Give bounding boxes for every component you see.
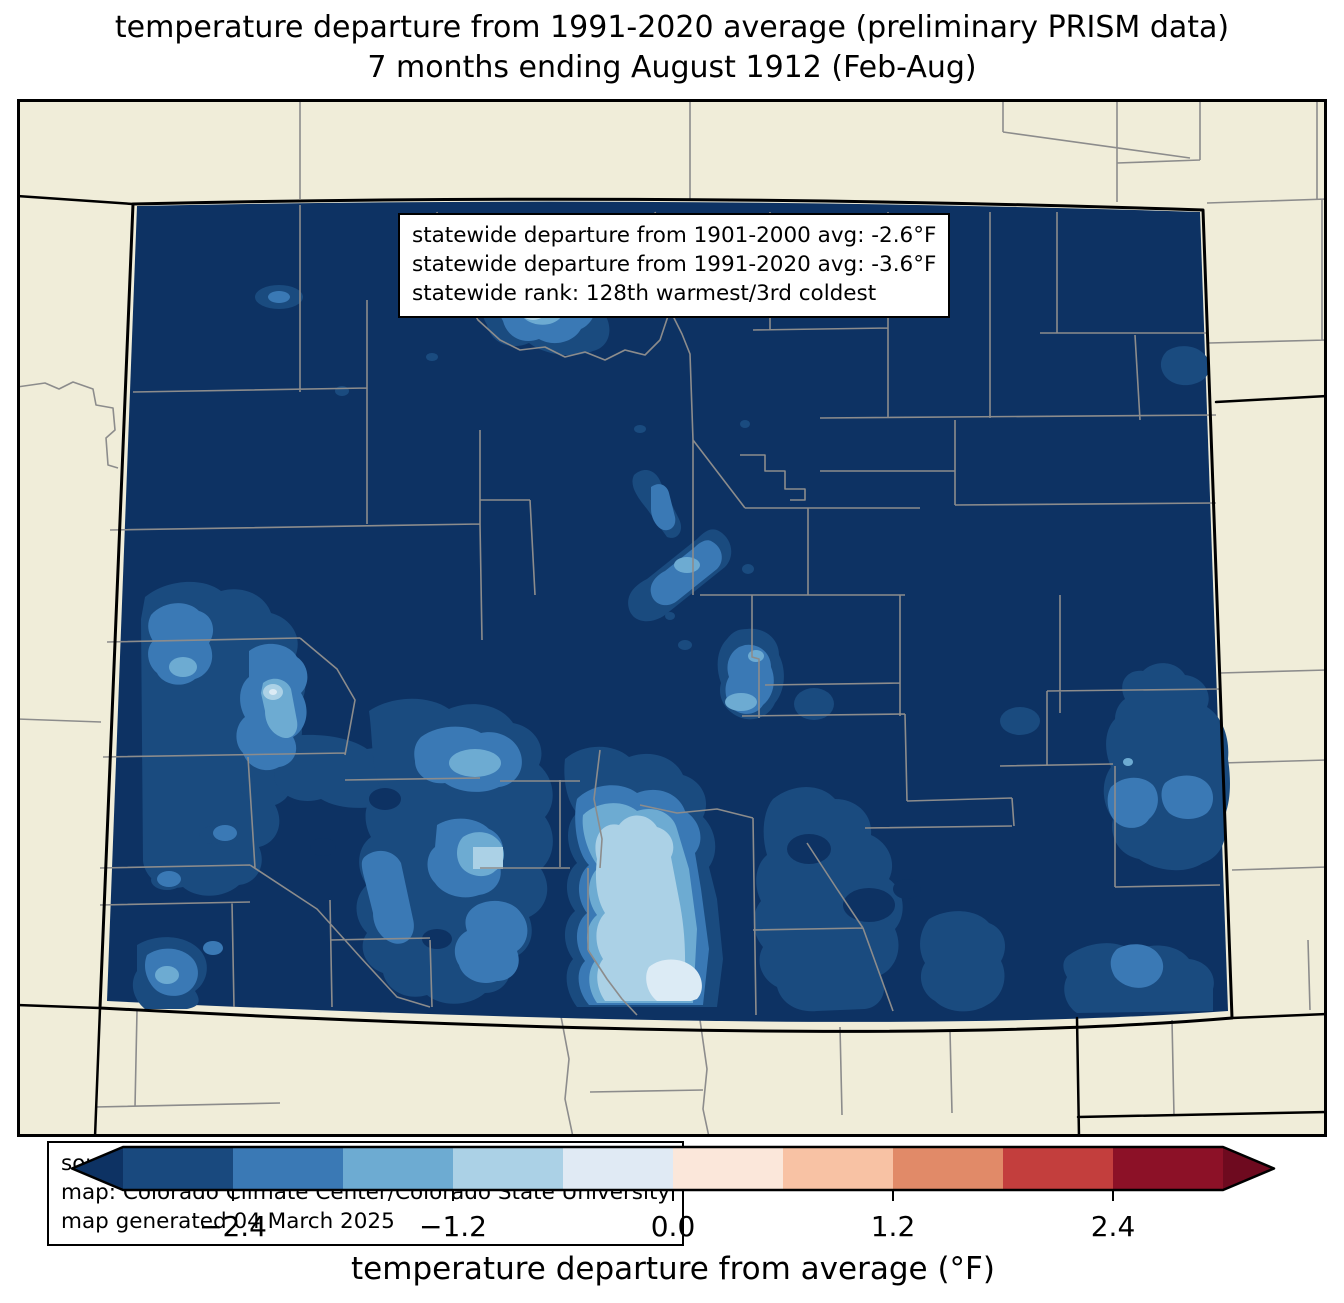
tick-label-neg1.2: −1.2 (419, 1210, 487, 1243)
page-title: temperature departure from 1991-2020 ave… (114, 10, 1230, 45)
tick-label-0.0: 0.0 (651, 1210, 696, 1243)
statewide-stats-box: statewide departure from 1901-2000 avg: … (398, 213, 951, 318)
map-frame: statewide departure from 1901-2000 avg: … (15, 99, 1329, 1246)
contour-level-5 (269, 689, 702, 1001)
colorbar-ticks (232, 1190, 1114, 1201)
stat-rank: statewide rank: 128th warmest/3rd coldes… (412, 281, 877, 306)
colorbar-segments (72, 1147, 1274, 1190)
stat-departure-1991-2020: statewide departure from 1991-2020 avg: … (412, 252, 937, 277)
colorbar-tick-labels: −2.4 −1.2 0.0 1.2 2.4 (199, 1210, 1135, 1243)
tick-label-2.4: 2.4 (1091, 1210, 1136, 1243)
generated-date-line: map generated 04 March 2025 (61, 1209, 395, 1234)
stat-departure-1901-2000: statewide departure from 1901-2000 avg: … (412, 223, 937, 248)
colorbar-canvas: −2.4 −1.2 0.0 1.2 2.4 temperature depart… (70, 1145, 1276, 1287)
colorbar-under-arrow (72, 1147, 123, 1190)
colorbar-outline (70, 1145, 1276, 1192)
colorbar-over-arrow (1223, 1147, 1274, 1190)
state-borders (15, 194, 1329, 1139)
neighbor-county-lines (16, 99, 1328, 1138)
title-block: temperature departure from 1991-2020 ave… (0, 8, 1344, 88)
map-frame-border (17, 99, 1327, 1137)
tick-label-neg2.4: −2.4 (199, 1210, 267, 1243)
colorbar-axis-label: temperature departure from average (°F) (351, 1251, 995, 1287)
colorbar: −2.4 −1.2 0.0 1.2 2.4 temperature depart… (0, 1139, 1344, 1299)
contour-holes (310, 788, 921, 949)
tick-label-1.2: 1.2 (871, 1210, 916, 1243)
page-subtitle: 7 months ending August 1912 (Feb-Aug) (367, 50, 977, 85)
colorado-county-lines (99, 205, 1221, 1016)
